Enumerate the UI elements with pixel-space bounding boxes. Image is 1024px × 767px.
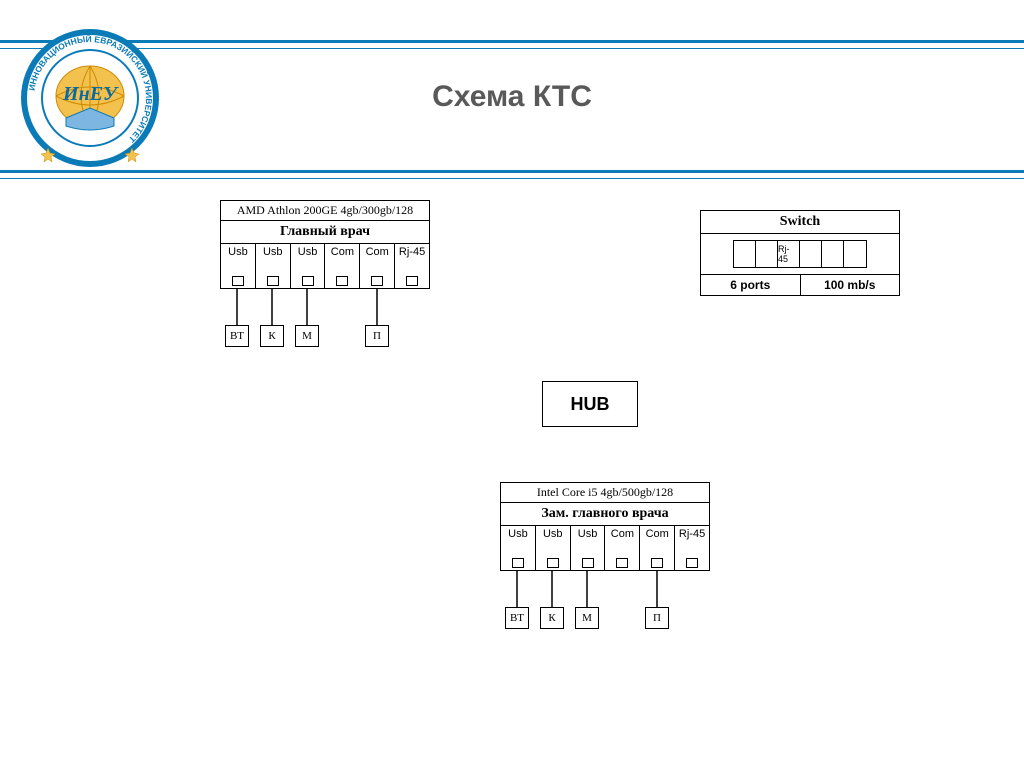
pc1-block: AMD Athlon 200GE 4gb/300gb/128 Главный в…	[220, 200, 430, 289]
pc1-port: Rj-45	[395, 244, 429, 288]
switch-ports: Rj-45	[701, 234, 899, 274]
svg-text:ИнЕУ: ИнЕУ	[62, 83, 119, 105]
pc2-port: Rj-45	[675, 526, 709, 570]
pc2-port: Com	[605, 526, 640, 570]
switch-port	[800, 241, 822, 267]
pc2-periph-k: К	[540, 607, 564, 629]
switch-speed: 100 mb/s	[801, 275, 900, 295]
pc1-port: Com	[325, 244, 360, 288]
pc1-role: Главный врач	[221, 221, 429, 244]
network-diagram: AMD Athlon 200GE 4gb/300gb/128 Главный в…	[0, 195, 1024, 755]
hub-block: HUB	[542, 381, 638, 427]
pc1-port: Usb	[221, 244, 256, 288]
switch-block: Switch Rj-45 6 ports 100 mb/s	[700, 210, 900, 296]
switch-subrow: 6 ports 100 mb/s	[701, 274, 899, 295]
pc1-periph-k: К	[260, 325, 284, 347]
switch-port: Rj-45	[778, 241, 800, 267]
switch-port	[734, 241, 756, 267]
switch-port	[822, 241, 844, 267]
pc1-periph-m: М	[295, 325, 319, 347]
pc2-periph-p: П	[645, 607, 669, 629]
pc1-ports: Usb Usb Usb Com Com Rj-45	[221, 244, 429, 288]
pc1-port: Usb	[256, 244, 291, 288]
hub-label: HUB	[571, 394, 610, 415]
switch-port	[844, 241, 866, 267]
pc2-ports: Usb Usb Usb Com Com Rj-45	[501, 526, 709, 570]
pc2-port: Usb	[501, 526, 536, 570]
pc1-port: Com	[360, 244, 395, 288]
switch-portcount: 6 ports	[701, 275, 801, 295]
university-logo-icon: ИННОВАЦИОННЫЙ ЕВРАЗИЙСКИЙ УНИВЕРСИТЕТ Ин…	[20, 28, 160, 168]
pc2-block: Intel Core i5 4gb/500gb/128 Зам. главног…	[500, 482, 710, 571]
pc2-periph-bt: ВТ	[505, 607, 529, 629]
switch-title: Switch	[701, 211, 899, 234]
switch-port	[756, 241, 778, 267]
pc1-port: Usb	[291, 244, 326, 288]
pc2-port: Usb	[536, 526, 571, 570]
pc1-periph-p: П	[365, 325, 389, 347]
header-rule-bottom	[0, 170, 1024, 173]
header-rule-bottom-thin	[0, 178, 1024, 179]
pc2-periph-m: М	[575, 607, 599, 629]
pc2-port: Usb	[571, 526, 606, 570]
pc2-spec: Intel Core i5 4gb/500gb/128	[501, 483, 709, 503]
pc2-role: Зам. главного врача	[501, 503, 709, 526]
pc2-port: Com	[640, 526, 675, 570]
pc1-spec: AMD Athlon 200GE 4gb/300gb/128	[221, 201, 429, 221]
pc1-periph-bt: ВТ	[225, 325, 249, 347]
